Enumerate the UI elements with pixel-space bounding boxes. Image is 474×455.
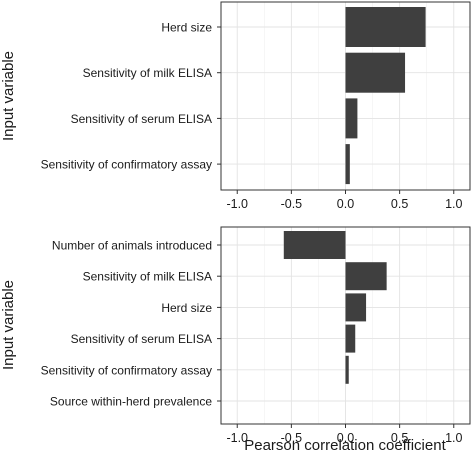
x-axis-title: Pearson correlation coefficient xyxy=(244,437,446,454)
category-label: Sensitivity of confirmatory assay xyxy=(41,158,212,172)
category-label: Number of animals introduced xyxy=(52,239,212,253)
x-tick-label: 1.0 xyxy=(445,431,462,445)
bar-number-of-animals-introduced xyxy=(283,231,346,259)
bar-sensitivity-of-milk-elisa xyxy=(345,52,406,93)
bar-sensitivity-of-serum-elisa xyxy=(345,98,358,139)
x-tick-label: 0.0 xyxy=(337,197,354,211)
x-tick-label: -1.0 xyxy=(226,197,248,211)
y-axis-title-top: Input variable xyxy=(0,51,17,141)
category-label: Sensitivity of confirmatory assay xyxy=(41,363,212,377)
bar-sensitivity-of-confirmatory-assay xyxy=(345,144,350,185)
x-tick-label: 0.5 xyxy=(391,431,408,445)
category-label: Herd size xyxy=(161,21,212,35)
category-label: Source within-herd prevalence xyxy=(50,395,212,409)
y-axis-title-bottom: Input variable xyxy=(0,280,17,370)
x-tick-label: -0.5 xyxy=(281,197,303,211)
x-tick-label: 0.5 xyxy=(391,197,408,211)
x-tick-label: 1.0 xyxy=(445,197,462,211)
bar-herd-size xyxy=(345,7,426,47)
category-label: Sensitivity of milk ELISA xyxy=(83,66,212,80)
x-tick-label: 0.0 xyxy=(337,431,354,445)
category-label: Sensitivity of milk ELISA xyxy=(83,270,212,284)
bar-sensitivity-of-milk-elisa xyxy=(345,262,387,291)
category-label: Sensitivity of serum ELISA xyxy=(71,112,212,126)
chart-panel-top: Herd size Sensitivity of milk ELISA Sensit… xyxy=(41,1,471,211)
category-label: Herd size xyxy=(161,301,212,315)
bar-sensitivity-of-confirmatory-assay xyxy=(345,355,349,384)
category-label: Sensitivity of serum ELISA xyxy=(71,332,212,346)
bar-sensitivity-of-serum-elisa xyxy=(345,324,356,353)
x-tick-label: -0.5 xyxy=(281,431,303,445)
chart-panel-bottom: Number of animals introduced Sensitivity … xyxy=(41,226,471,445)
x-tick-label: -1.0 xyxy=(226,431,248,445)
bar-herd-size xyxy=(345,293,367,322)
